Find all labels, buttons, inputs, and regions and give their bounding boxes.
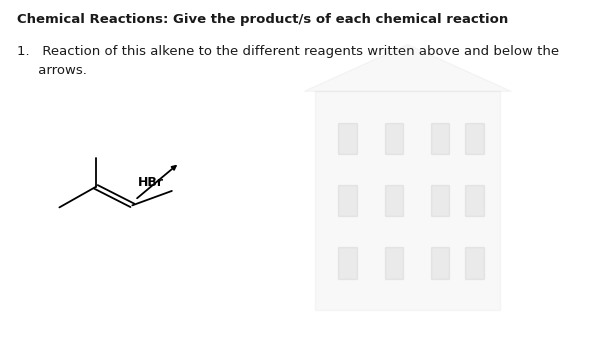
Text: 1.   Reaction of this alkene to the different reagents written above and below t: 1. Reaction of this alkene to the differ… <box>17 45 559 58</box>
Text: arrows.: arrows. <box>17 65 87 77</box>
Text: Chemical Reactions: Give the product/s of each chemical reaction: Chemical Reactions: Give the product/s o… <box>17 13 509 26</box>
Text: HBr: HBr <box>138 176 163 189</box>
